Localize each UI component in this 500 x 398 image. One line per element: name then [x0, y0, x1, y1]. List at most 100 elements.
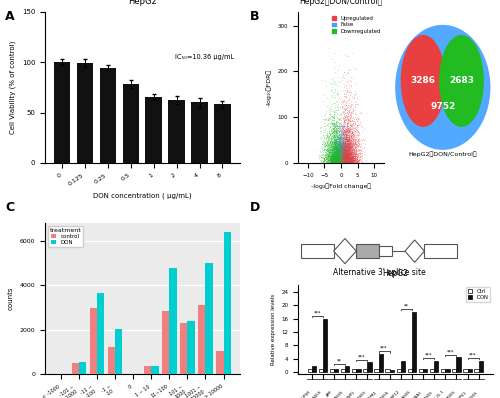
Point: [336, 151, 344, 158]
Point: [328, 141, 336, 147]
Point: [326, 113, 334, 120]
Point: [344, 158, 352, 165]
Point: [338, 148, 346, 154]
Point: [336, 157, 344, 164]
Point: [342, 151, 349, 158]
Point: [336, 154, 344, 160]
Point: [340, 106, 348, 112]
Point: [338, 160, 346, 166]
Point: [342, 154, 349, 161]
Point: [340, 159, 348, 165]
Point: [342, 155, 350, 162]
Point: [339, 153, 347, 160]
Point: [330, 160, 338, 166]
Point: [329, 158, 337, 164]
Point: [330, 134, 338, 140]
Point: [340, 141, 348, 148]
Point: [346, 157, 354, 164]
Point: [339, 159, 347, 165]
Point: [330, 141, 338, 147]
Point: [330, 136, 338, 142]
Point: [346, 152, 354, 158]
Point: [347, 156, 355, 162]
Point: [346, 157, 354, 164]
Point: [341, 154, 349, 160]
Point: [342, 155, 350, 161]
Point: [345, 155, 353, 161]
Point: [350, 159, 358, 166]
Point: [336, 145, 344, 151]
Point: [338, 160, 346, 166]
Point: [334, 151, 342, 158]
Point: [332, 155, 340, 161]
Point: [333, 159, 341, 166]
Point: [342, 157, 349, 163]
Point: [323, 146, 331, 153]
Point: [342, 137, 349, 143]
Point: [332, 107, 340, 113]
Point: [340, 105, 347, 111]
Point: [336, 154, 344, 160]
Point: [330, 134, 338, 140]
Point: [333, 144, 341, 151]
Point: [338, 143, 346, 149]
Point: [327, 158, 335, 165]
Point: [326, 137, 334, 143]
Point: [338, 159, 346, 166]
Point: [334, 155, 342, 162]
Point: [343, 150, 351, 156]
Point: [343, 143, 351, 149]
Point: [338, 152, 346, 159]
Point: [341, 157, 349, 163]
Point: [342, 151, 350, 158]
Point: [342, 144, 349, 150]
Point: [336, 127, 344, 134]
Point: [340, 146, 348, 152]
Point: [349, 154, 357, 160]
Point: [332, 159, 340, 165]
Point: [339, 129, 347, 135]
Point: [337, 149, 345, 155]
Point: [332, 158, 340, 164]
Point: [342, 154, 350, 160]
Point: [340, 150, 347, 157]
Point: [346, 150, 354, 157]
Point: [340, 139, 347, 146]
Point: [338, 156, 346, 162]
Point: [334, 155, 342, 162]
Point: [337, 130, 345, 137]
Point: [328, 152, 336, 159]
Point: [340, 147, 348, 153]
Point: [348, 148, 356, 154]
Point: [348, 158, 356, 164]
Point: [338, 144, 345, 150]
Point: [340, 154, 347, 161]
Point: [344, 140, 351, 147]
Point: [346, 128, 354, 134]
Point: [328, 142, 336, 149]
Point: [336, 154, 344, 161]
Point: [338, 157, 346, 164]
Point: [341, 153, 349, 160]
Point: [338, 140, 346, 147]
Point: [324, 142, 332, 148]
Point: [340, 154, 347, 160]
Point: [335, 154, 343, 160]
Point: [338, 150, 345, 156]
Point: [338, 151, 346, 157]
Point: [336, 154, 344, 160]
Point: [333, 157, 341, 163]
Point: [344, 127, 352, 134]
Point: [344, 156, 351, 162]
Point: [340, 155, 348, 162]
Point: [338, 150, 346, 156]
Point: [335, 158, 343, 164]
Point: [338, 159, 346, 166]
Point: [336, 153, 344, 160]
Point: [329, 157, 337, 163]
Point: [332, 148, 340, 154]
Point: [335, 159, 343, 165]
Point: [351, 158, 359, 164]
Point: [332, 146, 340, 152]
Point: [344, 149, 352, 155]
